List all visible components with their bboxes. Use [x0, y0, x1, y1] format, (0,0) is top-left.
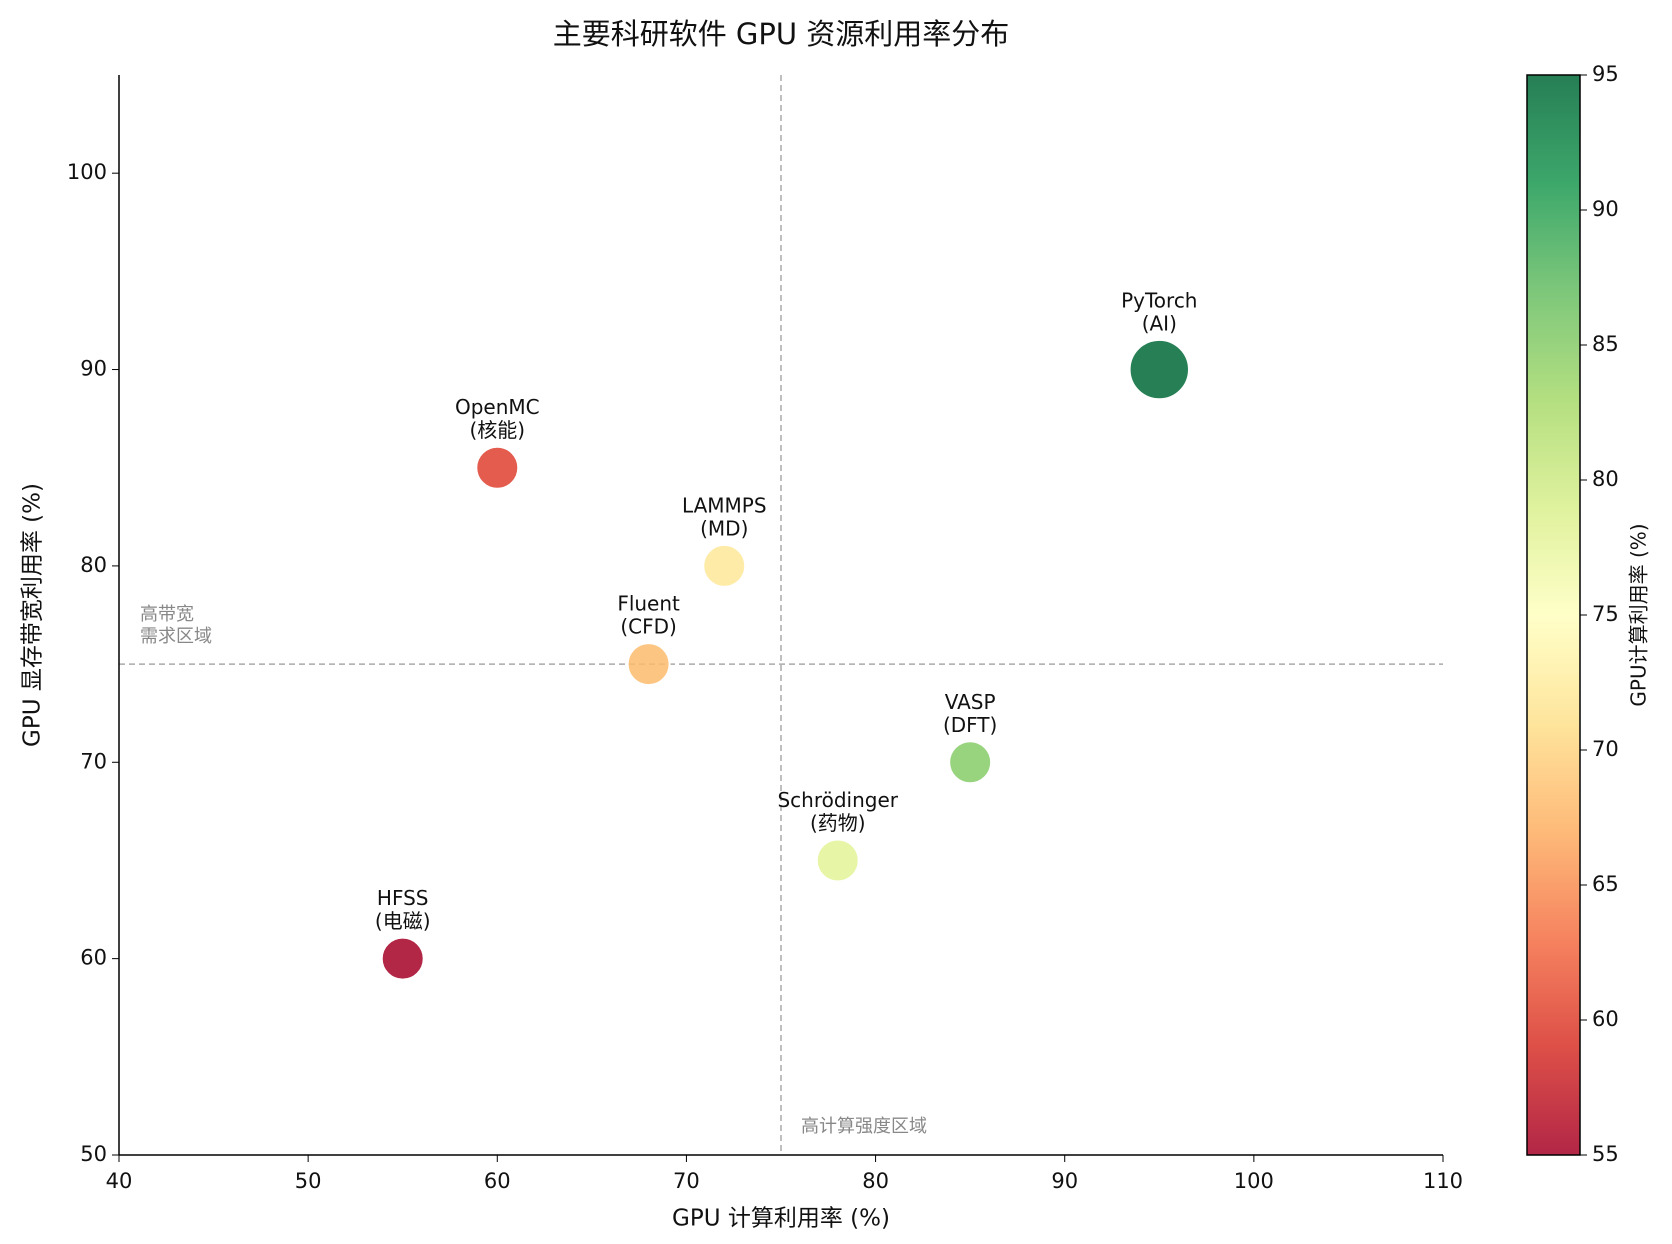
point — [948, 740, 993, 785]
colorbar-label: GPU计算利用率 (%) — [1627, 523, 1651, 706]
annotation-text: 需求区域 — [140, 626, 212, 647]
point-label: HFSS — [377, 886, 429, 910]
y-tick-label: 80 — [80, 553, 107, 577]
point-label: Fluent — [617, 592, 680, 616]
colorbar — [1526, 74, 1581, 1156]
x-tick-label: 40 — [106, 1169, 133, 1193]
x-tick-label: 100 — [1234, 1169, 1274, 1193]
point-label: (CFD) — [620, 615, 676, 639]
colorbar-tick-label: 90 — [1592, 197, 1619, 221]
colorbar-tick-label: 55 — [1592, 1142, 1619, 1166]
y-tick-label: 100 — [67, 160, 107, 184]
colorbar-tick-label: 65 — [1592, 872, 1619, 896]
point-label: (药物) — [810, 811, 866, 835]
x-tick-label: 90 — [1051, 1169, 1078, 1193]
point — [1128, 338, 1190, 401]
y-tick-label: 60 — [80, 946, 107, 970]
point-label: LAMMPS — [682, 493, 767, 517]
colorbar-tick-label: 60 — [1592, 1007, 1619, 1031]
colorbar-tick-label: 80 — [1592, 467, 1619, 491]
point-label: PyTorch — [1121, 288, 1197, 312]
point-label: (AI) — [1142, 311, 1177, 335]
annotation-text: 高计算强度区域 — [801, 1116, 927, 1137]
annotation: 高计算强度区域 — [801, 1116, 927, 1137]
point-label: (电磁) — [375, 909, 431, 933]
point-label: (核能) — [469, 418, 525, 442]
colorbar-tick-label: 75 — [1592, 602, 1619, 626]
point — [626, 642, 671, 687]
x-tick-label: 110 — [1423, 1169, 1463, 1193]
colorbar-tick-label: 85 — [1592, 332, 1619, 356]
colorbar-tick-label: 70 — [1592, 737, 1619, 761]
point-label: VASP — [945, 690, 996, 714]
point — [475, 445, 520, 490]
point-label: (MD) — [700, 516, 748, 540]
point — [815, 838, 860, 883]
y-tick-label: 70 — [80, 749, 107, 773]
y-tick-label: 50 — [80, 1142, 107, 1166]
annotation-text: 高带宽 — [140, 604, 194, 625]
chart-title: 主要科研软件 GPU 资源利用率分布 — [553, 17, 1010, 51]
x-tick-label: 80 — [862, 1169, 889, 1193]
x-axis-label: GPU 计算利用率 (%) — [672, 1206, 890, 1232]
x-tick-label: 50 — [295, 1169, 322, 1193]
x-tick-label: 60 — [484, 1169, 511, 1193]
point-label: OpenMC — [455, 395, 540, 419]
point — [702, 543, 747, 588]
colorbar-tick-label: 95 — [1592, 62, 1619, 86]
y-axis-label: GPU 显存带宽利用率 (%) — [20, 483, 46, 747]
x-tick-label: 70 — [673, 1169, 700, 1193]
y-tick-label: 90 — [80, 357, 107, 381]
point — [380, 936, 425, 981]
point-label: Schrödinger — [777, 788, 898, 812]
point-label: (DFT) — [943, 713, 997, 737]
